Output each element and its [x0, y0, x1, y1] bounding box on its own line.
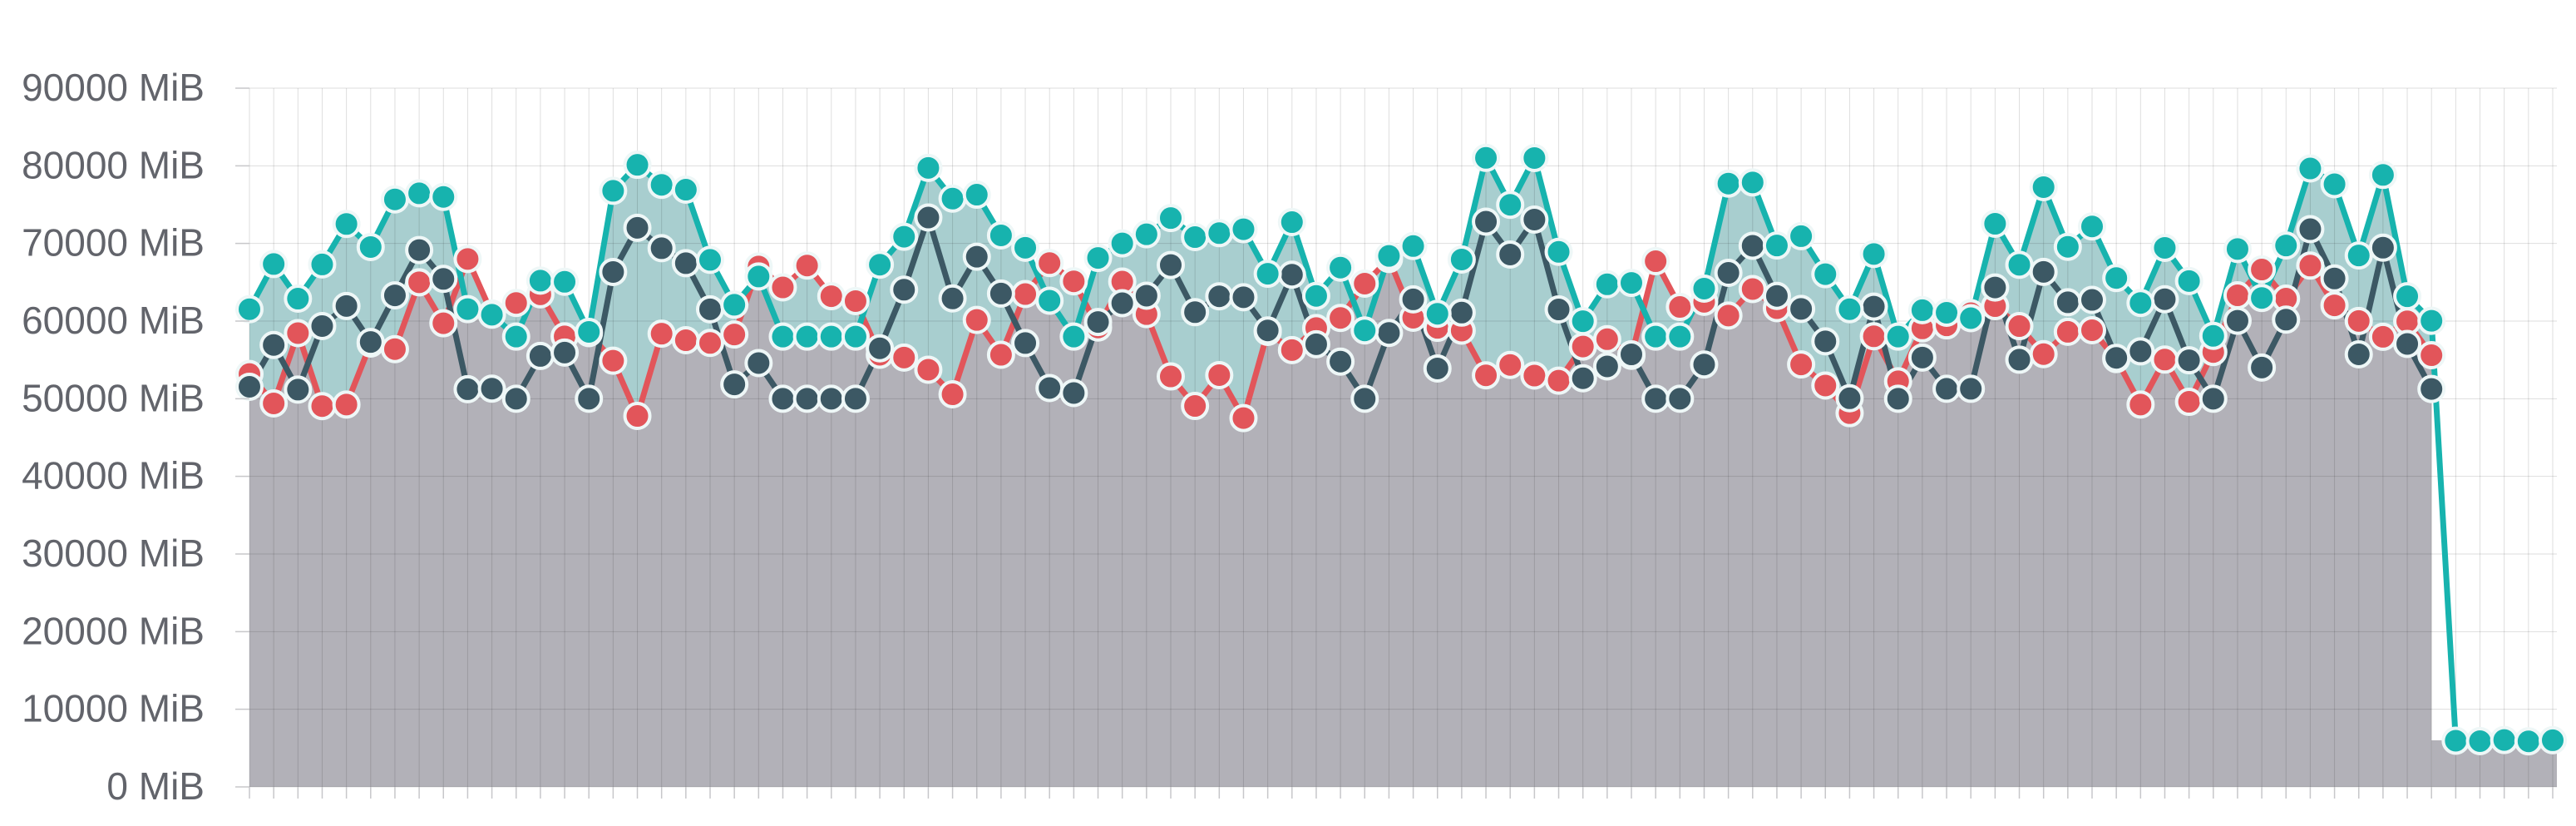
svg-text:20000 MiB: 20000 MiB — [22, 609, 205, 652]
svg-text:40000 MiB: 40000 MiB — [22, 454, 205, 497]
svg-text:70000 MiB: 70000 MiB — [22, 221, 205, 265]
svg-text:50000 MiB: 50000 MiB — [22, 376, 205, 419]
svg-text:90000 MiB: 90000 MiB — [22, 66, 205, 109]
svg-text:30000 MiB: 30000 MiB — [22, 532, 205, 575]
svg-text:10000 MiB: 10000 MiB — [22, 687, 205, 730]
svg-text:60000 MiB: 60000 MiB — [22, 299, 205, 342]
svg-text:0 MiB: 0 MiB — [106, 764, 205, 808]
svg-text:80000 MiB: 80000 MiB — [22, 143, 205, 186]
